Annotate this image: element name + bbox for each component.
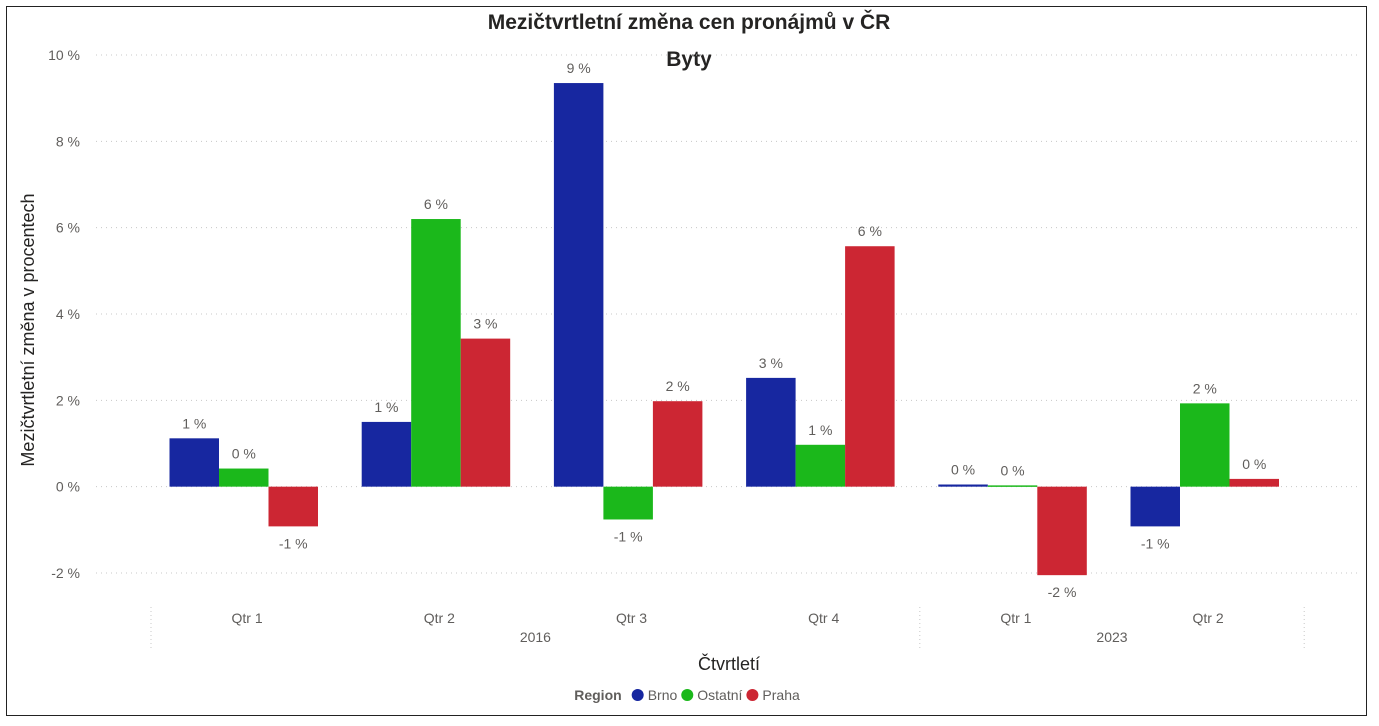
legend: Region Brno Ostatní Praha xyxy=(574,687,800,703)
bar-ostatní-4[interactable] xyxy=(987,485,1038,487)
data-label: 1 % xyxy=(374,399,398,415)
bar-brno-1[interactable] xyxy=(361,421,412,487)
data-label: -1 % xyxy=(279,535,308,551)
data-label: -1 % xyxy=(614,528,643,544)
x-tick-label: Qtr 1 xyxy=(1000,610,1031,626)
x-tick-label: Qtr 4 xyxy=(808,610,839,626)
data-label: 9 % xyxy=(567,60,591,76)
bar-brno-3[interactable] xyxy=(746,377,796,487)
bar-brno-5[interactable] xyxy=(1130,486,1181,527)
legend-marker[interactable] xyxy=(681,689,694,701)
x-year-label: 2023 xyxy=(1096,629,1127,645)
x-tick-label: Qtr 1 xyxy=(232,610,263,626)
y-axis-ticks: -2 % 0 % 2 % 4 % 6 % 8 % 10 % xyxy=(48,47,80,581)
bar-brno-4[interactable] xyxy=(938,484,988,487)
chart-subtitle: Byty xyxy=(666,48,712,71)
data-label: -1 % xyxy=(1141,535,1170,551)
bar-ostatní-0[interactable] xyxy=(219,468,269,487)
data-label: 0 % xyxy=(232,446,256,462)
legend-title: Region xyxy=(574,687,621,703)
bar-ostatní-3[interactable] xyxy=(795,444,846,487)
legend-item-ostatní[interactable]: Ostatní xyxy=(697,687,742,703)
bar-brno-2[interactable] xyxy=(553,83,604,487)
data-label: 2 % xyxy=(666,378,690,394)
data-label: 2 % xyxy=(1193,380,1217,396)
x-tick-label: Qtr 2 xyxy=(424,610,455,626)
data-label: -2 % xyxy=(1048,584,1077,600)
chart-frame xyxy=(6,6,1367,716)
data-label: 6 % xyxy=(424,196,448,212)
bar-ostatní-2[interactable] xyxy=(603,486,653,520)
bars xyxy=(169,83,1280,576)
data-label: 0 % xyxy=(1242,456,1266,472)
data-label: 3 % xyxy=(473,316,497,332)
bar-praha-1[interactable] xyxy=(460,338,511,487)
x-axis: Qtr 1 Qtr 2 Qtr 3 Qtr 4 Qtr 1 Qtr 2 2016 2023 xyxy=(150,607,1305,648)
data-label: 3 % xyxy=(759,355,783,371)
chart-title: Mezičtvrtletní změna cen pronájmů v ČR xyxy=(488,10,891,34)
data-label: 6 % xyxy=(858,223,882,239)
y-tick-label: 6 % xyxy=(56,220,80,236)
data-label: 0 % xyxy=(951,462,975,478)
legend-marker[interactable] xyxy=(746,689,759,701)
y-tick-label: 4 % xyxy=(56,306,80,322)
legend-marker[interactable] xyxy=(631,689,644,701)
data-labels: 1 % 1 % 9 % 3 % 0 % -1 % 0 % 6 % -1 % 1 % 0 % 2 % -1… xyxy=(182,60,1266,600)
bar-praha-0[interactable] xyxy=(268,486,319,527)
bar-praha-5[interactable] xyxy=(1229,478,1280,487)
x-year-label: 2016 xyxy=(520,629,551,645)
legend-item-brno[interactable]: Brno xyxy=(648,687,678,703)
bar-ostatní-1[interactable] xyxy=(411,219,461,487)
y-axis-title: Mezičtvrtletní změna v procentech xyxy=(18,193,38,466)
bar-ostatní-5[interactable] xyxy=(1180,403,1230,487)
x-tick-label: Qtr 2 xyxy=(1193,610,1224,626)
y-tick-label: 0 % xyxy=(56,479,80,495)
bar-praha-4[interactable] xyxy=(1037,486,1087,576)
x-axis-title: Čtvrtletí xyxy=(698,653,760,674)
data-label: 1 % xyxy=(182,415,206,431)
y-tick-label: -2 % xyxy=(51,565,80,581)
bar-praha-2[interactable] xyxy=(652,401,703,487)
bar-brno-0[interactable] xyxy=(169,438,220,487)
x-tick-label: Qtr 3 xyxy=(616,610,647,626)
data-label: 0 % xyxy=(1000,462,1024,478)
bar-praha-3[interactable] xyxy=(845,246,895,487)
legend-item-praha[interactable]: Praha xyxy=(762,687,800,703)
y-tick-label: 10 % xyxy=(48,47,80,63)
y-tick-label: 2 % xyxy=(56,392,80,408)
data-label: 1 % xyxy=(808,422,832,438)
y-tick-label: 8 % xyxy=(56,133,80,149)
